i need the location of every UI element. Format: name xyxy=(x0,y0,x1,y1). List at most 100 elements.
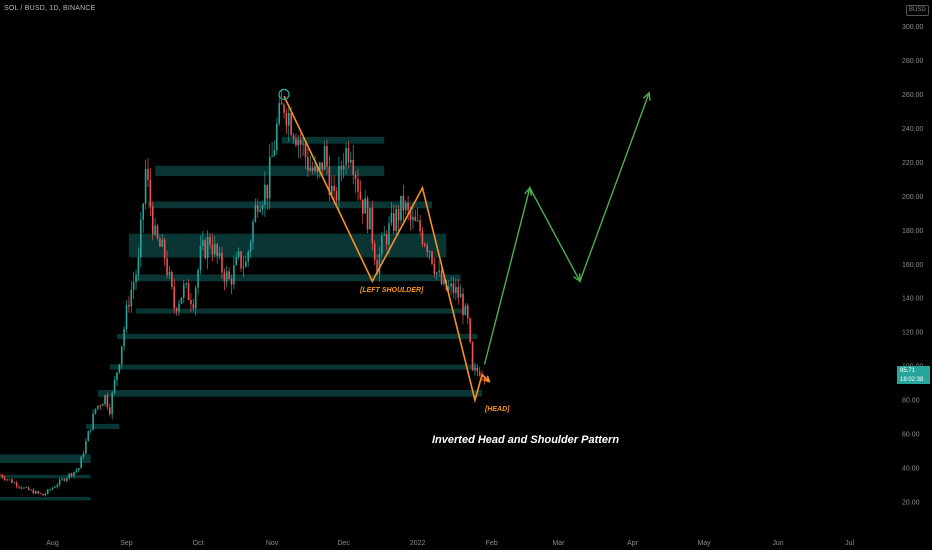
candle-body xyxy=(287,113,290,126)
candle-body xyxy=(455,287,457,293)
candle-body xyxy=(428,251,431,253)
candle-body xyxy=(35,491,37,494)
candle-body xyxy=(412,216,414,221)
candle-body xyxy=(424,244,426,246)
candle-body xyxy=(225,271,228,282)
candle-body xyxy=(431,251,433,264)
y-tick-label: 280.00 xyxy=(902,58,924,65)
candle-body xyxy=(295,138,297,146)
candlesticks xyxy=(0,91,486,497)
candle-body xyxy=(438,270,440,273)
candle-body xyxy=(271,155,273,157)
zone-rect xyxy=(85,423,120,430)
candle-body xyxy=(120,346,123,365)
candle-body xyxy=(82,453,85,457)
y-tick-label: 300.00 xyxy=(902,24,924,31)
candle-body xyxy=(333,185,335,191)
candle-body xyxy=(25,487,28,489)
candle-body xyxy=(147,169,149,180)
last-price-value: 95.71 xyxy=(900,368,916,374)
candle-body xyxy=(3,477,6,480)
candle-body xyxy=(347,147,350,163)
x-tick-label: Aug xyxy=(46,540,59,547)
price-axis[interactable]: 20.0040.0060.0080.00100.00120.00140.0016… xyxy=(902,24,924,507)
candle-body xyxy=(0,474,1,476)
candle-body xyxy=(299,140,302,145)
candle-body xyxy=(187,283,190,301)
candle-body xyxy=(99,405,102,407)
candle-body xyxy=(182,284,185,298)
y-tick-label: 240.00 xyxy=(902,126,924,133)
pattern-line xyxy=(283,95,490,404)
candle-body xyxy=(206,237,209,259)
y-tick-label: 80.00 xyxy=(902,398,920,405)
candle-body xyxy=(292,135,295,139)
y-tick-label: 20.00 xyxy=(902,500,920,507)
candle-body xyxy=(151,206,154,235)
candle-body xyxy=(228,271,230,279)
candle-body xyxy=(409,210,412,221)
candle-body xyxy=(190,300,192,305)
candle-body xyxy=(404,202,407,211)
candle-body xyxy=(192,304,195,309)
zone-rect xyxy=(147,201,432,209)
y-tick-label: 60.00 xyxy=(902,432,920,439)
candle-body xyxy=(457,287,460,298)
y-tick-label: 220.00 xyxy=(902,160,924,167)
candle-body xyxy=(70,473,73,476)
zone-rect xyxy=(136,308,466,314)
candle-body xyxy=(416,220,419,222)
candle-body xyxy=(242,266,245,269)
candle-body xyxy=(11,479,13,483)
x-tick-label: Oct xyxy=(193,540,204,547)
candle-body xyxy=(27,487,30,490)
currency-badge[interactable]: BUSD xyxy=(906,5,929,16)
candle-body xyxy=(209,237,211,245)
support-resistance-zones xyxy=(0,136,483,501)
pattern-title: Inverted Head and Shoulder Pattern xyxy=(432,434,620,446)
zone-rect xyxy=(0,474,91,479)
candle-body xyxy=(230,278,233,285)
candle-body xyxy=(354,174,357,180)
candle-body xyxy=(280,103,283,105)
candle-body xyxy=(73,471,75,476)
candle-body xyxy=(1,474,4,478)
candle-body xyxy=(51,487,54,490)
candle-body xyxy=(435,272,438,275)
candle-body xyxy=(474,367,476,371)
candle-body xyxy=(383,234,386,236)
candle-body xyxy=(414,216,417,221)
candle-body xyxy=(68,473,71,479)
y-tick-label: 260.00 xyxy=(902,92,924,99)
x-tick-label: Mar xyxy=(552,540,565,547)
candle-body xyxy=(66,478,68,481)
candle-body xyxy=(125,304,128,330)
candle-body xyxy=(23,487,25,489)
candle-body xyxy=(44,493,47,496)
candle-body xyxy=(18,486,20,488)
x-tick-label: May xyxy=(697,540,711,547)
projection-arrowhead xyxy=(573,273,581,283)
zone-rect xyxy=(116,333,478,339)
candle-body xyxy=(218,252,221,256)
candle-body xyxy=(338,166,340,201)
candle-body xyxy=(378,254,381,275)
candle-body xyxy=(39,493,42,494)
candle-body xyxy=(166,258,168,275)
bar-countdown: 18:02:38 xyxy=(900,377,924,383)
candle-body xyxy=(137,257,140,275)
candle-body xyxy=(163,239,166,259)
zone-rect xyxy=(0,454,91,463)
candle-body xyxy=(304,143,307,158)
zone-rect xyxy=(128,233,447,258)
candle-body xyxy=(376,259,378,275)
candle-body xyxy=(443,280,445,285)
candle-body xyxy=(173,286,176,309)
candle-body xyxy=(61,478,63,480)
candle-body xyxy=(204,240,207,259)
candle-body xyxy=(352,159,355,175)
candle-body xyxy=(8,479,11,481)
time-axis[interactable]: Aug Sep Oct Nov Dec 2022 Feb Mar Apr May Jun Jul xyxy=(46,540,854,547)
candle-body xyxy=(307,157,309,171)
